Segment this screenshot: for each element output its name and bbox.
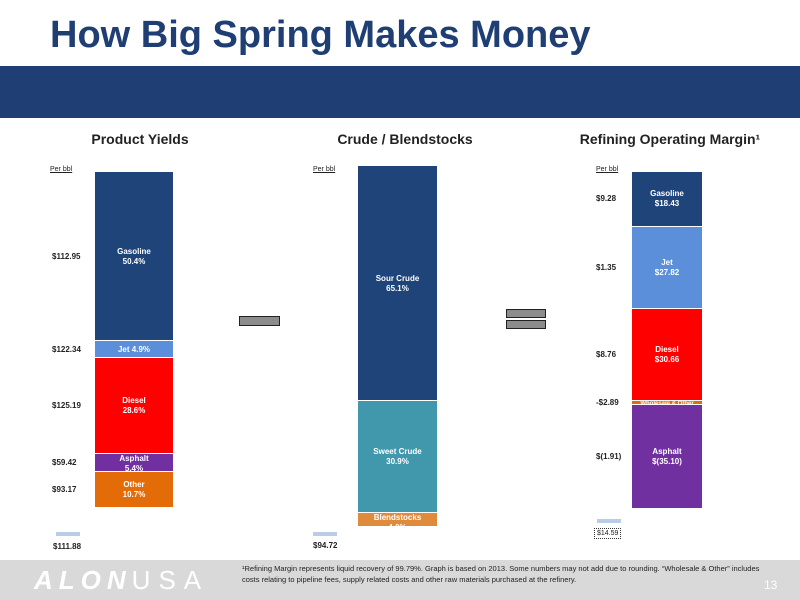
company-logo: ALONUSA (34, 565, 210, 595)
axis-value-label: $9.28 (596, 194, 617, 204)
equals-operator-bottom (506, 320, 546, 329)
bar-segment-diesel: Diesel $30.66 (632, 309, 702, 401)
segment-label: Sour Crude 65.1% (375, 273, 420, 293)
segment-label: Blendstocks 4.0% (373, 512, 422, 532)
segment-value: 50.4% (122, 256, 146, 266)
crude-total: $94.72 (313, 541, 338, 550)
axis-value-label: $125.19 (52, 400, 81, 410)
segment-label: Diesel $30.66 (654, 345, 680, 365)
bar-segment-jet-4-9-: Jet 4.9% (95, 341, 173, 358)
segment-label: Jet 4.9% (117, 344, 151, 354)
product-yields-total: $111.88 (53, 542, 82, 551)
total-marker-2 (313, 532, 337, 536)
bar-segment-asphalt: Asphalt 5.4% (95, 453, 173, 473)
segment-label: Asphalt 5.4% (119, 453, 149, 473)
segment-value: 5.4% (124, 463, 144, 473)
page-title: How Big Spring Makes Money (50, 14, 591, 56)
axis-value-label: -$2.89 (596, 397, 619, 407)
segment-value: $(35.10) (652, 456, 682, 466)
segment-label: Asphalt $(35.10) (652, 446, 682, 466)
bar-segment-sweet-crude: Sweet Crude 30.9% (358, 401, 437, 513)
segment-label: Gasoline 50.4% (117, 246, 151, 266)
bar-segment-other: Other 10.7% (95, 472, 173, 508)
bar-segment-gasoline: Gasoline $18.43 (632, 172, 702, 227)
per-bbl-label-3: Per bbl (596, 166, 619, 173)
segment-value: $30.66 (654, 355, 680, 365)
product-yields-title: Product Yields (91, 131, 189, 147)
axis-value-label: $112.95 (52, 251, 81, 261)
segment-label: Sweet Crude 30.9% (373, 446, 422, 466)
segment-label: Diesel 28.6% (122, 395, 146, 415)
refining-margin-title: Refining Operating Margin¹ (579, 131, 761, 147)
title-banner (0, 66, 800, 118)
bar-segment-asphalt: Asphalt $(35.10) (632, 404, 702, 509)
segment-value: 10.7% (122, 490, 146, 500)
segment-value: 28.6% (122, 405, 146, 415)
bar-segment-sour-crude: Sour Crude 65.1% (358, 166, 437, 401)
axis-value-label: $59.42 (52, 457, 77, 467)
segment-label: Other 10.7% (122, 480, 146, 500)
total-marker-1 (56, 532, 80, 536)
segment-value: 65.1% (386, 283, 409, 293)
segment-label: Gasoline $18.43 (650, 189, 684, 209)
crude-blendstocks-title: Crude / Blendstocks (337, 131, 473, 147)
footer-bar (0, 560, 800, 600)
bar-segment-gasoline: Gasoline 50.4% (95, 172, 173, 342)
axis-value-label: $(1.91) (596, 451, 622, 461)
segment-value: 30.9% (386, 456, 409, 466)
axis-value-label: $93.17 (52, 485, 77, 495)
margin-total: $14.59 (594, 528, 622, 539)
equals-operator-top (506, 309, 546, 318)
bar-segment-jet: Jet $27.82 (632, 226, 702, 310)
minus-operator (239, 316, 280, 326)
bar-segment-blendstocks: Blendstocks 4.0% (358, 512, 437, 532)
page-number: 13 (764, 578, 778, 592)
segment-value: 4.0% (388, 522, 407, 532)
per-bbl-label-2: Per bbl (313, 166, 336, 173)
footnote: ¹Refining Margin represents liquid recov… (242, 564, 760, 584)
bar-segment-diesel: Diesel 28.6% (95, 357, 173, 454)
axis-value-label: $122.34 (52, 344, 81, 354)
segment-label: Jet $27.82 (654, 258, 680, 278)
segment-value: $18.43 (654, 199, 680, 209)
total-marker-3 (597, 519, 621, 523)
per-bbl-label-1: Per bbl (50, 166, 73, 173)
axis-value-label: $1.35 (596, 263, 617, 273)
axis-value-label: $8.76 (596, 350, 617, 360)
segment-value: $27.82 (654, 268, 680, 278)
